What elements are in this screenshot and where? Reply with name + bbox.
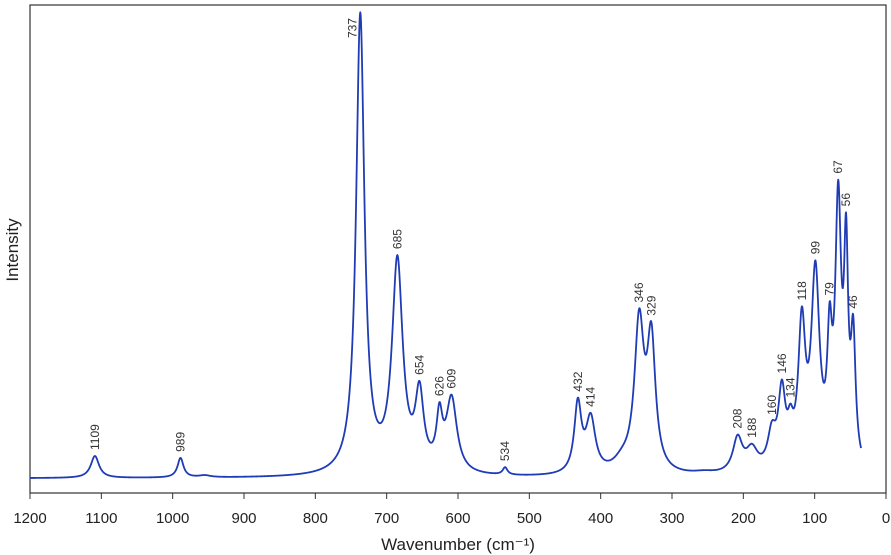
peak-label: 654 — [412, 354, 426, 374]
peak-label: 79 — [823, 282, 837, 296]
x-tick-label: 1100 — [85, 510, 117, 527]
x-tick-label: 900 — [231, 510, 256, 527]
x-tick-label: 700 — [374, 510, 399, 527]
x-tick-label: 800 — [303, 510, 328, 527]
x-tick-label: 300 — [659, 510, 684, 527]
x-tick-label: 400 — [588, 510, 613, 527]
x-axis-title: Wavenumber (cm⁻¹) — [381, 535, 535, 554]
peak-label: 609 — [445, 368, 459, 388]
x-tick-label: 1200 — [13, 510, 46, 527]
peak-label: 329 — [644, 295, 658, 315]
peak-label: 346 — [632, 282, 646, 302]
peak-label: 118 — [795, 281, 809, 300]
x-tick-label: 200 — [731, 510, 756, 527]
peak-label: 737 — [345, 18, 359, 38]
peak-label: 414 — [584, 386, 598, 406]
peak-label: 432 — [571, 371, 585, 391]
peak-label: 685 — [390, 229, 404, 249]
peak-label: 99 — [808, 241, 822, 255]
peak-label: 146 — [775, 353, 789, 373]
x-axis-tick-labels: 1200 1100 1000 900 800 700 600 500 400 300 200 100 0 — [13, 510, 890, 527]
peak-label: 188 — [745, 417, 759, 437]
peak-label: 46 — [846, 295, 860, 309]
peak-label: 534 — [498, 441, 512, 461]
x-tick-label: 0 — [882, 510, 890, 527]
spectrum-line — [29, 11, 862, 479]
peak-label: 208 — [731, 408, 745, 428]
x-tick-label: 1000 — [156, 510, 189, 527]
peak-label: 1109 — [88, 424, 102, 450]
peak-label: 56 — [839, 193, 853, 207]
x-tick-label: 100 — [802, 510, 827, 527]
peak-label: 626 — [432, 376, 446, 396]
peak-label: 67 — [831, 160, 845, 174]
peak-label: 989 — [174, 432, 188, 452]
x-axis-ticks — [29, 493, 887, 499]
y-axis-title: Intensity — [3, 218, 22, 282]
x-tick-label: 500 — [517, 510, 542, 527]
peak-label: 134 — [783, 377, 797, 397]
x-tick-label: 600 — [445, 510, 470, 527]
peak-label: 160 — [765, 395, 779, 415]
